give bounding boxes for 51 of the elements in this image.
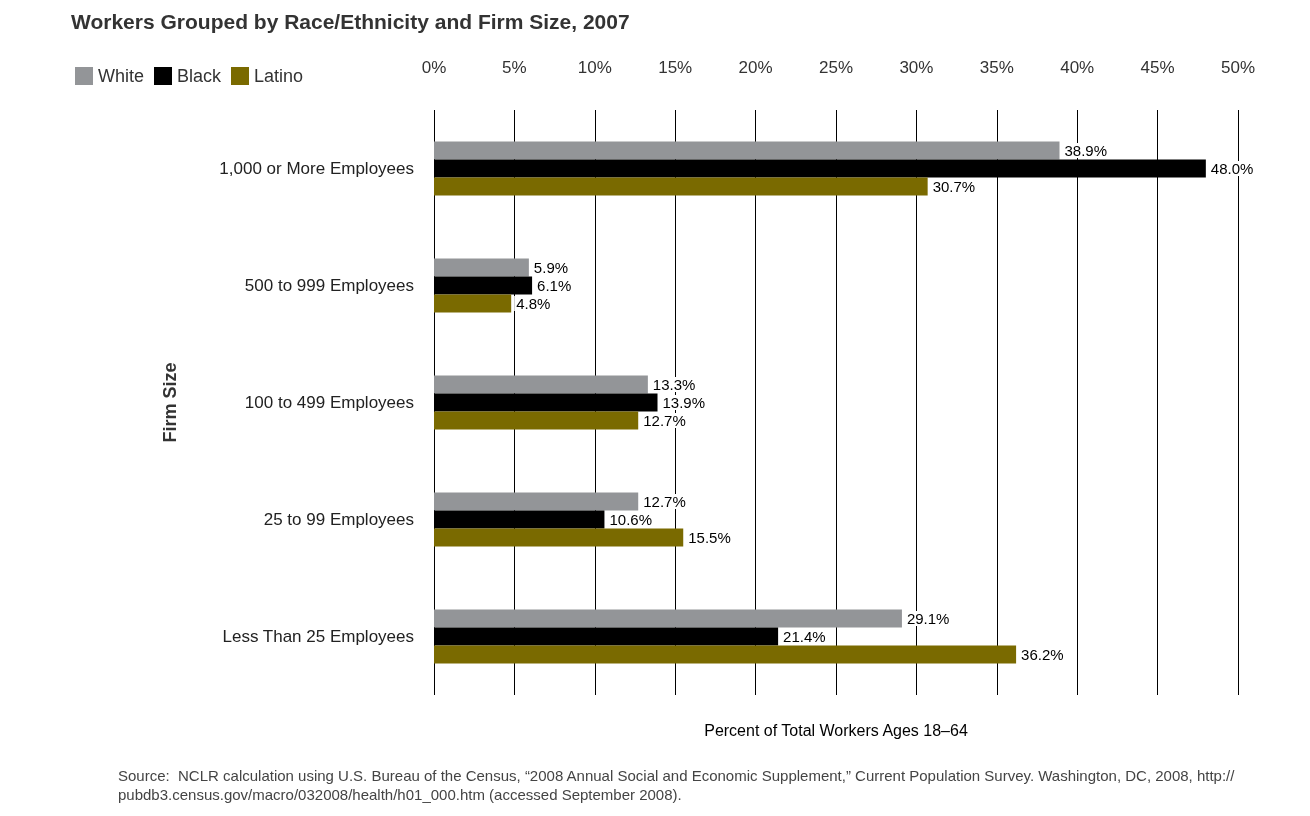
y-tick-label: 100 to 499 Employees: [244, 393, 414, 412]
data-label: 4.8%: [516, 295, 551, 312]
x-tick-label: 40%: [1060, 58, 1095, 77]
y-tick-label: 1,000 or More Employees: [219, 159, 414, 178]
x-tick-label: 10%: [577, 58, 612, 77]
bar: [434, 294, 512, 313]
data-label: 38.9%: [1064, 142, 1108, 159]
data-label: 6.1%: [537, 277, 572, 294]
bar: [434, 141, 1060, 160]
x-tick-label: 5%: [502, 58, 527, 77]
data-label: 13.3%: [652, 376, 696, 393]
data-label: 36.2%: [1021, 646, 1064, 663]
bar: [434, 510, 605, 529]
legend-label: Black: [177, 66, 223, 86]
y-tick-label: 500 to 999 Employees: [244, 276, 414, 295]
data-label: 21.4%: [783, 628, 826, 645]
bar: [434, 609, 902, 628]
x-tick-label: 30%: [899, 58, 934, 77]
bar: [434, 528, 684, 547]
x-tick-label: 20%: [738, 58, 773, 77]
bar: [434, 627, 779, 646]
source-note: Source: NCLR calculation using U.S. Bureau of the Census, “2008 Annual Social and Economic Supplement,” Current Population Survey. Washington, DC, 2008, http://pubdb3.census.gov/macro/032008/health/h01_000.htm (accessed September 2008).: [118, 767, 1236, 803]
bar: [434, 375, 648, 394]
x-tick-label: 35%: [979, 58, 1014, 77]
data-label: 15.5%: [688, 529, 731, 546]
data-label: 30.7%: [932, 178, 976, 195]
bar: [434, 258, 529, 277]
bar: [434, 411, 639, 430]
y-tick-label: Less Than 25 Employees: [222, 627, 414, 646]
x-tick-label: 0%: [421, 58, 447, 77]
data-label: 48.0%: [1210, 160, 1254, 177]
data-label: 29.1%: [906, 610, 950, 627]
x-tick-label: 50%: [1220, 58, 1256, 77]
y-tick-label: 25 to 99 Employees: [263, 510, 414, 529]
bar: [434, 492, 639, 511]
data-label: 13.9%: [662, 394, 706, 411]
y-axis-title: Firm Size: [160, 362, 180, 443]
data-label: 5.9%: [533, 259, 569, 276]
x-axis-title: Percent of Total Workers Ages 18–64: [704, 721, 968, 739]
chart-title: Workers Grouped by Race/Ethnicity and Firm Size, 2007: [71, 10, 630, 33]
bar: [434, 393, 658, 412]
legend-label: White: [98, 66, 145, 86]
data-label: 10.6%: [609, 511, 652, 528]
data-label: 12.7%: [643, 412, 686, 429]
legend-label: Latino: [254, 66, 304, 86]
x-tick-label: 15%: [658, 58, 693, 77]
bar: [434, 177, 928, 196]
x-tick-label: 25%: [818, 58, 854, 77]
bar: [434, 645, 1017, 664]
data-label: 12.7%: [643, 493, 686, 510]
x-tick-label: 45%: [1140, 58, 1175, 77]
